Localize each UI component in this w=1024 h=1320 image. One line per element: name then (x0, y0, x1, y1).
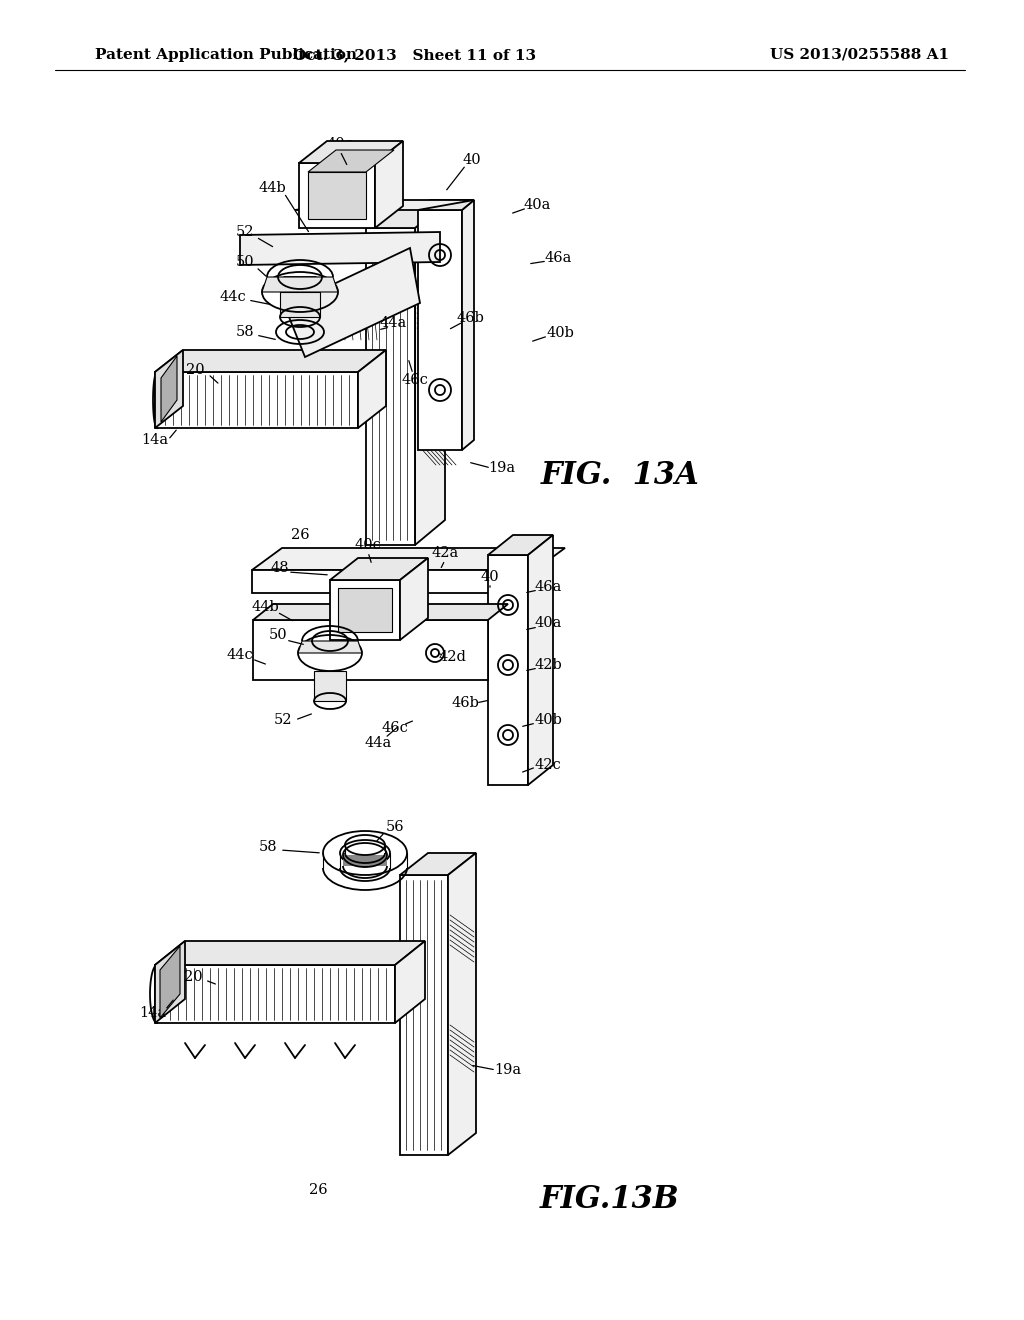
Text: 40a: 40a (523, 198, 551, 213)
Text: 19a: 19a (495, 1063, 521, 1077)
Polygon shape (252, 570, 535, 593)
Polygon shape (308, 150, 394, 172)
Text: 19a: 19a (488, 461, 515, 475)
Polygon shape (400, 875, 449, 1155)
Polygon shape (308, 172, 366, 219)
Polygon shape (415, 203, 445, 545)
Text: 40b: 40b (546, 326, 573, 341)
Text: 40c: 40c (327, 137, 353, 150)
Text: 40: 40 (463, 153, 481, 168)
Polygon shape (449, 853, 476, 1155)
Text: Patent Application Publication: Patent Application Publication (95, 48, 357, 62)
Polygon shape (253, 620, 488, 680)
Text: 48: 48 (270, 561, 290, 576)
Text: 44a: 44a (365, 737, 391, 750)
Polygon shape (299, 162, 375, 228)
Text: 52: 52 (273, 713, 292, 727)
Text: 56: 56 (386, 820, 404, 834)
Polygon shape (285, 248, 420, 356)
Text: 42d: 42d (438, 649, 466, 664)
Text: 14a: 14a (139, 1006, 167, 1020)
Text: 58: 58 (259, 840, 278, 854)
Polygon shape (161, 356, 177, 422)
Text: US 2013/0255588 A1: US 2013/0255588 A1 (770, 48, 949, 62)
Text: 20: 20 (183, 970, 203, 983)
Text: FIG.13B: FIG.13B (541, 1184, 680, 1216)
Text: 44a: 44a (379, 315, 407, 330)
Text: 44b: 44b (258, 181, 286, 195)
Polygon shape (400, 853, 476, 875)
Text: 46a: 46a (535, 579, 562, 594)
Polygon shape (295, 201, 474, 210)
Polygon shape (338, 587, 392, 632)
Text: 44c: 44c (219, 290, 247, 304)
Polygon shape (155, 941, 425, 965)
Polygon shape (366, 203, 445, 228)
Polygon shape (400, 558, 428, 640)
Text: 46b: 46b (456, 312, 484, 325)
Polygon shape (462, 201, 474, 450)
Text: 46a: 46a (545, 251, 571, 265)
Polygon shape (395, 941, 425, 1023)
Polygon shape (262, 277, 338, 292)
Text: 14a: 14a (141, 433, 169, 447)
Text: 44b: 44b (251, 601, 279, 614)
Polygon shape (155, 350, 386, 372)
Polygon shape (240, 232, 440, 265)
Text: 50: 50 (236, 255, 254, 269)
Polygon shape (330, 579, 400, 640)
Polygon shape (528, 535, 553, 785)
Polygon shape (366, 228, 415, 545)
Text: FIG.  13A: FIG. 13A (541, 459, 699, 491)
Polygon shape (314, 671, 346, 701)
Polygon shape (252, 548, 565, 570)
Polygon shape (358, 350, 386, 428)
Polygon shape (488, 535, 553, 554)
Text: 46b: 46b (451, 696, 479, 710)
Text: 42c: 42c (535, 758, 561, 772)
Polygon shape (330, 558, 428, 579)
Text: 26: 26 (308, 1183, 328, 1197)
Polygon shape (155, 965, 395, 1023)
Text: 46c: 46c (401, 374, 428, 387)
Polygon shape (418, 210, 462, 450)
Polygon shape (299, 141, 403, 162)
Text: 40a: 40a (535, 616, 562, 630)
Text: 58: 58 (236, 325, 254, 339)
Polygon shape (155, 372, 358, 428)
Polygon shape (253, 605, 508, 620)
Text: 40b: 40b (535, 713, 562, 727)
Polygon shape (155, 941, 185, 1023)
Text: 50: 50 (268, 628, 288, 642)
Polygon shape (488, 554, 528, 785)
Polygon shape (375, 141, 403, 228)
Polygon shape (155, 350, 183, 428)
Polygon shape (418, 201, 474, 210)
Text: 42a: 42a (431, 546, 459, 560)
Text: 42b: 42b (535, 657, 562, 672)
Polygon shape (280, 292, 319, 317)
Text: 40c: 40c (354, 539, 381, 552)
Text: 20: 20 (185, 363, 205, 378)
Polygon shape (343, 855, 387, 866)
Text: 44c: 44c (226, 648, 253, 663)
Text: 52: 52 (236, 224, 254, 239)
Text: 40: 40 (480, 570, 500, 583)
Text: Oct. 3, 2013   Sheet 11 of 13: Oct. 3, 2013 Sheet 11 of 13 (294, 48, 537, 62)
Polygon shape (160, 946, 180, 1018)
Text: 26: 26 (291, 528, 309, 543)
Text: 46c: 46c (382, 721, 409, 735)
Polygon shape (298, 642, 362, 653)
